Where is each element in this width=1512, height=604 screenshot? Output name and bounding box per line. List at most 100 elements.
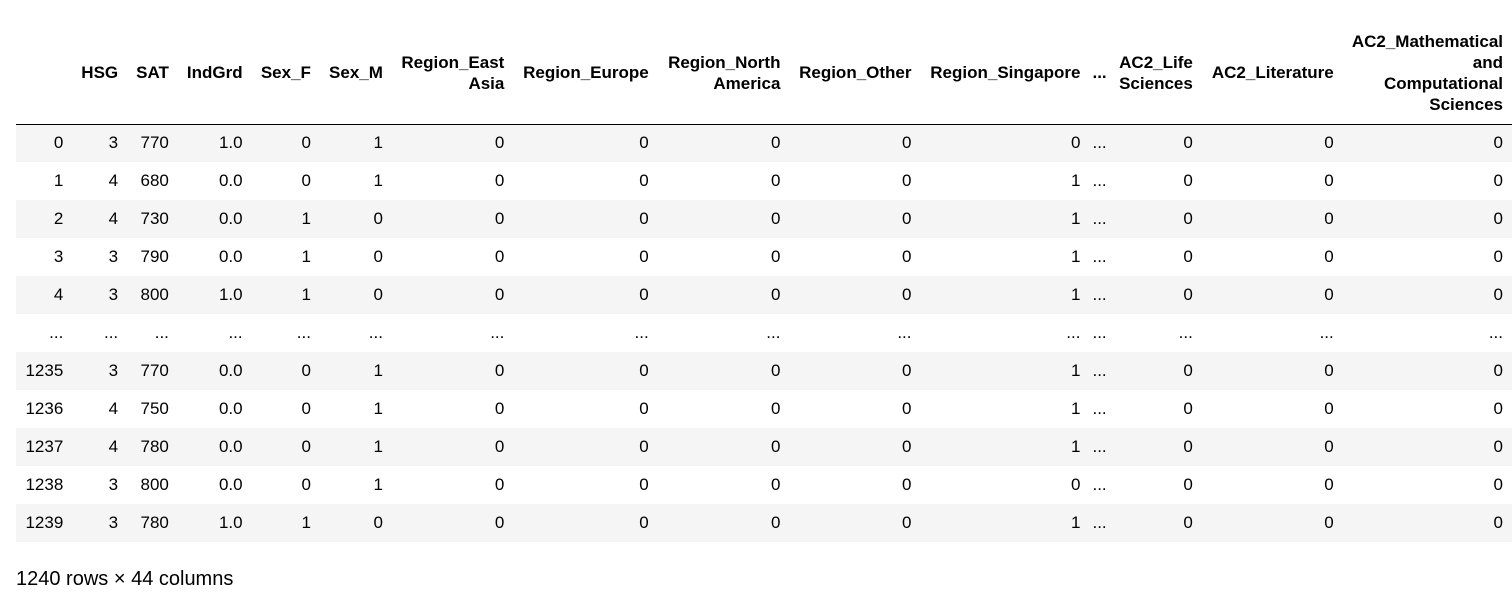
table-cell: 0	[1183, 171, 1193, 190]
table-cell: 0	[639, 475, 649, 494]
table-cell: 780	[140, 437, 169, 456]
table-cell: 770	[140, 133, 169, 153]
table-cell: ...	[154, 323, 169, 342]
table-cell: ...	[1066, 323, 1081, 342]
row-index: 1238	[25, 475, 64, 494]
table-cell: 3	[108, 285, 119, 304]
table-row: 1235 3 770 0.0 0 1 0 0 0 0 1... 0 0 0	[16, 352, 1512, 390]
table-cell: 4	[108, 399, 119, 418]
table-cell: 0.0	[218, 209, 243, 228]
table-row: 0 3 770 1.0 0 1 0 0 0 0 0... 0 0 0	[16, 124, 1512, 162]
table-cell: 4	[108, 171, 119, 190]
table-cell: 0	[1324, 475, 1334, 494]
table-row: 2 4 730 0.0 1 0 0 0 0 0 1... 0 0 0	[16, 200, 1512, 238]
table-cell: 0	[902, 171, 912, 190]
table-cell: 0	[770, 361, 781, 380]
dataframe-table: HSG SAT IndGrd Sex_F Sex_M Region_East Asia Re…	[16, 22, 1512, 542]
table-cell: 0	[902, 513, 912, 532]
table-cell: 1	[1071, 285, 1081, 304]
table-cell: 0	[639, 247, 649, 266]
table-row: ........................................…	[16, 314, 1512, 352]
table-cell: 0	[770, 285, 781, 304]
table-cell: 0	[494, 209, 505, 228]
table-cell: 0	[1493, 513, 1503, 532]
table-cell: 0.0	[218, 171, 243, 190]
table-cell: ...	[1319, 323, 1334, 342]
table-cell: 0	[494, 437, 505, 456]
table-cell: 0	[494, 133, 505, 153]
table-row: 4 3 800 1.0 1 0 0 0 0 0 1... 0 0 0	[16, 276, 1512, 314]
table-cell: 1	[1071, 209, 1081, 228]
table-cell: 0	[902, 361, 912, 380]
column-header: IndGrd	[177, 22, 252, 125]
table-cell: 0	[1324, 513, 1334, 532]
table-cell: 0	[373, 247, 383, 266]
table-row: 1237 4 780 0.0 0 1 0 0 0 0 1... 0 0 0	[16, 428, 1512, 466]
dataframe-container[interactable]: HSG SAT IndGrd Sex_F Sex_M Region_East Asia Re…	[16, 22, 1512, 542]
table-cell: 1	[301, 513, 311, 532]
table-cell: 0	[1183, 513, 1193, 532]
table-cell: 0	[639, 513, 649, 532]
table-cell: 0	[1324, 285, 1334, 304]
table-cell: 0	[494, 513, 505, 532]
column-header: Region_North America	[657, 22, 790, 125]
column-header: Region_Other	[789, 22, 921, 125]
table-cell: 3	[108, 475, 119, 494]
table-row: 1 4 680 0.0 0 1 0 0 0 0 1... 0 0 0	[16, 162, 1512, 200]
row-index: 4	[53, 285, 64, 304]
table-cell: 0	[494, 247, 505, 266]
table-cell: 0.0	[218, 247, 243, 266]
table-cell: 1	[373, 133, 383, 153]
column-header: Region_Singapore	[920, 22, 1090, 125]
table-cell: 730	[140, 209, 169, 228]
table-cell: 0	[301, 399, 311, 418]
table-cell: 0	[494, 171, 505, 190]
table-cell: 0	[301, 171, 311, 190]
column-header: AC2_Mathematical and Computational Scien…	[1342, 22, 1512, 125]
table-cell: ...	[368, 323, 383, 342]
table-cell: 750	[140, 399, 169, 418]
table-cell: 0	[494, 475, 505, 494]
table-cell: 3	[108, 133, 119, 153]
table-cell: 0.0	[218, 437, 243, 456]
table-cell: ...	[897, 323, 912, 342]
table-cell: 1	[301, 285, 311, 304]
table-cell: 0	[902, 437, 912, 456]
table-cell: 0.0	[218, 399, 243, 418]
table-cell: 0	[1071, 133, 1081, 153]
table-cell: 0	[902, 399, 912, 418]
table-cell: 0	[639, 133, 649, 153]
table-cell: 0	[1493, 475, 1503, 494]
table-cell: 1	[301, 209, 311, 228]
table-cell: 0	[1324, 399, 1334, 418]
table-cell: 0	[1183, 247, 1193, 266]
table-cell: ...	[1092, 475, 1107, 494]
table-cell: 0	[373, 209, 383, 228]
table-cell: 800	[140, 285, 169, 304]
table-cell: 1	[1071, 513, 1081, 532]
column-header: ...	[1089, 22, 1111, 125]
table-cell: 0	[301, 133, 311, 153]
table-cell: 770	[140, 361, 169, 380]
table-cell: 0	[902, 285, 912, 304]
table-cell: ...	[228, 323, 243, 342]
table-cell: 0	[1493, 361, 1503, 380]
row-index: 1235	[25, 361, 64, 380]
table-cell: 0	[1324, 171, 1334, 190]
table-cell: 0	[1183, 399, 1193, 418]
table-cell: ...	[1092, 323, 1107, 342]
table-cell: ...	[1488, 323, 1503, 342]
row-index: 3	[53, 247, 64, 266]
table-cell: 1	[1071, 399, 1081, 418]
row-index: 1236	[25, 399, 64, 418]
table-cell: 0	[770, 247, 781, 266]
table-cell: 1.0	[218, 285, 243, 304]
table-cell: 0	[1493, 437, 1503, 456]
table-cell: 0	[373, 513, 383, 532]
table-cell: 0	[301, 475, 311, 494]
table-cell: 0	[770, 171, 781, 190]
table-cell: 0	[1493, 133, 1503, 153]
table-cell: 1	[1071, 171, 1081, 190]
table-cell: 0	[301, 437, 311, 456]
row-index: 1239	[25, 513, 64, 532]
